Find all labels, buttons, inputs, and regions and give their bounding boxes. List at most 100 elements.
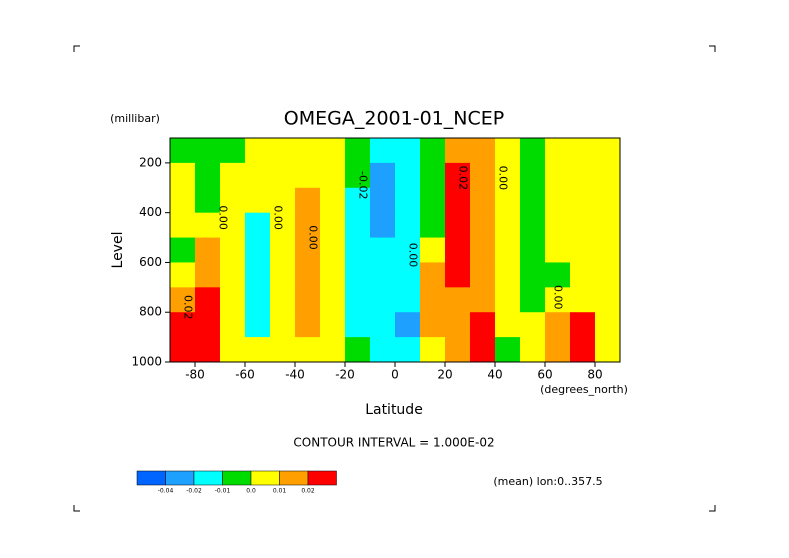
contour-cell	[595, 187, 621, 214]
contour-cell	[195, 262, 221, 288]
contour-cell	[545, 337, 571, 363]
contour-cell	[470, 237, 496, 263]
contour-cell	[220, 162, 246, 189]
contour-cell	[595, 262, 621, 288]
contour-cell	[170, 262, 196, 288]
contour-cell	[470, 287, 496, 313]
x-unit: (degrees_north)	[540, 383, 628, 396]
contour-cell	[270, 162, 296, 189]
contour-cell	[595, 287, 621, 313]
x-tick-label: -60	[235, 368, 255, 382]
contour-cell	[470, 337, 496, 363]
contour-cell	[445, 312, 471, 338]
colorbar-label: 0.01	[273, 488, 287, 495]
contour-cell	[220, 287, 246, 313]
y-tick-label: 800	[139, 305, 162, 319]
x-tick-label: 60	[537, 368, 552, 382]
contour-cell	[220, 337, 246, 363]
contour-label: 0.00	[407, 243, 420, 268]
y-tick-label: 600	[139, 255, 162, 269]
colorbar-label: -0.02	[186, 488, 202, 495]
contour-cell	[520, 287, 546, 313]
contour-label: 0.00	[552, 285, 565, 310]
contour-cell	[270, 337, 296, 363]
corner-mark	[73, 45, 80, 52]
contour-cell	[370, 262, 396, 288]
contour-cell	[570, 162, 596, 189]
contour-cell	[295, 262, 321, 288]
contour-cell	[470, 212, 496, 239]
contour-label: 0.02	[457, 166, 470, 191]
contour-cell	[170, 237, 196, 263]
contour-cell	[420, 237, 446, 263]
contour-cell	[545, 262, 571, 288]
contour-label: 0.00	[307, 225, 320, 250]
contour-cell	[495, 312, 521, 338]
contour-cell	[195, 138, 221, 164]
contour-cell	[595, 312, 621, 338]
contour-cell	[420, 337, 446, 363]
contour-cell	[570, 212, 596, 239]
contour-cell	[195, 162, 221, 189]
contour-cell	[570, 262, 596, 288]
contour-cell	[195, 237, 221, 263]
contour-cell	[495, 162, 521, 189]
contour-cell	[570, 187, 596, 214]
contour-cell	[570, 237, 596, 263]
x-axis-label: Latitude	[365, 402, 423, 418]
contour-cell	[320, 262, 346, 288]
contour-cell	[220, 212, 246, 239]
x-tick-label: -80	[185, 368, 205, 382]
subtitle: CONTOUR INTERVAL = 1.000E-02	[293, 436, 494, 450]
contour-cell	[320, 187, 346, 214]
contour-cell	[520, 138, 546, 164]
contour-cell	[595, 212, 621, 239]
contour-cell	[270, 138, 296, 164]
contour-cell	[445, 337, 471, 363]
contour-cell	[245, 337, 271, 363]
corner-mark	[73, 505, 80, 512]
contour-cell	[370, 337, 396, 363]
contour-cell	[195, 337, 221, 363]
contour-cell	[245, 312, 271, 338]
contour-cell	[420, 138, 446, 164]
contour-cell	[545, 287, 571, 313]
contour-cell	[170, 138, 196, 164]
contour-cell	[445, 162, 471, 189]
contour-label: 0.00	[272, 205, 285, 230]
contour-cell	[545, 138, 571, 164]
contour-cell	[395, 212, 421, 239]
note: (mean) lon:0..357.5	[493, 475, 602, 488]
contour-cell	[370, 187, 396, 214]
colorbar: -0.04 -0.02 -0.01 0.0 0.01 0.02	[136, 470, 337, 495]
colorbar-swatch	[136, 470, 166, 486]
y-axis-label: Level	[110, 232, 126, 269]
colorbar-swatch	[307, 470, 337, 486]
contour-cell	[245, 237, 271, 263]
contour-cell	[195, 187, 221, 214]
contour-cell	[445, 187, 471, 214]
contour-cell	[495, 337, 521, 363]
contour-cell	[595, 138, 621, 164]
contour-cell	[220, 312, 246, 338]
contour-cell	[520, 237, 546, 263]
contour-cell	[570, 337, 596, 363]
contour-cell	[295, 312, 321, 338]
contour-cell	[470, 187, 496, 214]
contour-cell	[395, 287, 421, 313]
contour-cell	[345, 237, 371, 263]
contour-cell	[295, 138, 321, 164]
contour-cell	[270, 237, 296, 263]
colorbar-label: -0.04	[158, 488, 174, 495]
contour-cell	[370, 312, 396, 338]
colorbar-label: 0.0	[246, 488, 256, 495]
contour-cell	[520, 187, 546, 214]
plot-area: 0.02 0.00 0.00 0.00 -0.02 0.00 0.02 0.00 0.00	[170, 138, 621, 363]
contour-cell	[270, 312, 296, 338]
contour-cell	[395, 262, 421, 288]
y-tick-label: 400	[139, 205, 162, 219]
contour-cell	[570, 312, 596, 338]
contour-cell	[545, 212, 571, 239]
y-tick-label: 1000	[131, 355, 162, 369]
contour-cell	[345, 262, 371, 288]
